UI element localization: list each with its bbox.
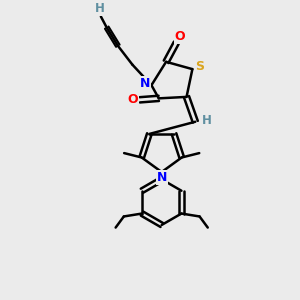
Text: N: N <box>157 171 167 184</box>
Text: O: O <box>175 30 185 43</box>
Text: N: N <box>140 77 150 90</box>
Text: H: H <box>94 2 104 15</box>
Text: H: H <box>202 114 212 127</box>
Text: O: O <box>127 93 138 106</box>
Text: S: S <box>195 60 204 73</box>
